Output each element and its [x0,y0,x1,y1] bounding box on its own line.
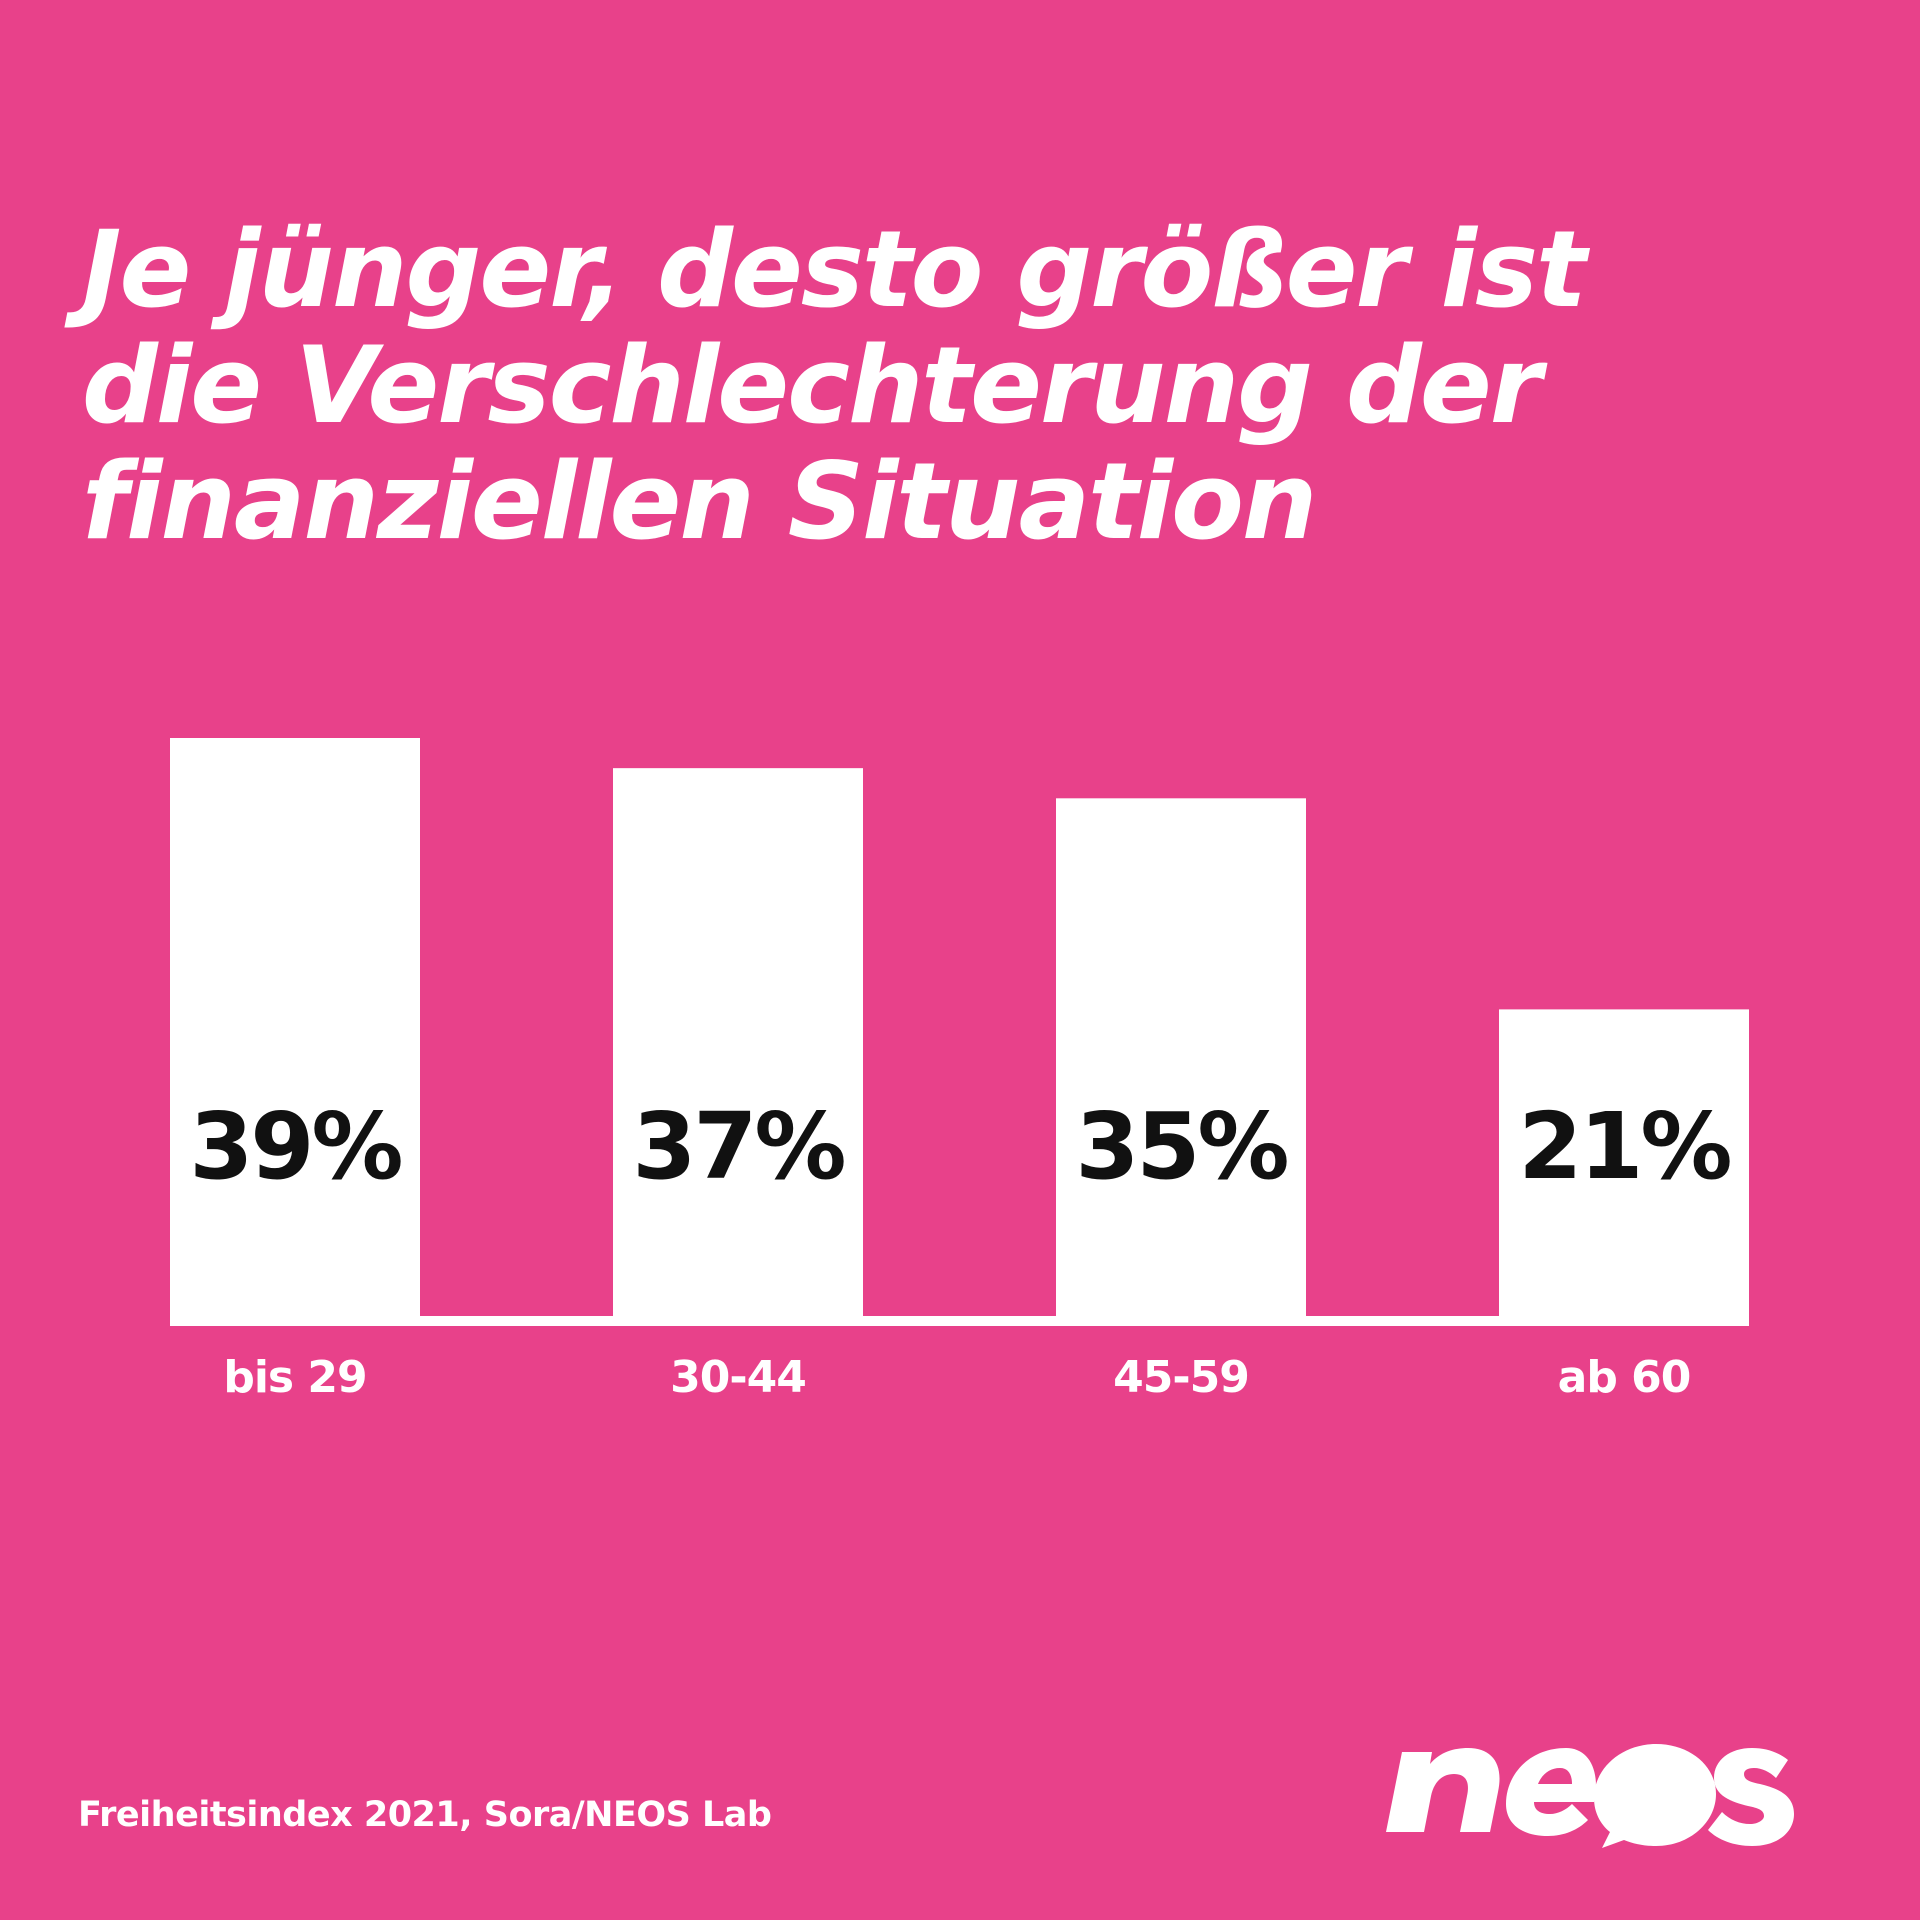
chart-title-line-2: die Verschlechterung der [82,324,1542,447]
neos-logo-icon [1386,1744,1794,1848]
bar-value-label-0: 39% [189,1093,401,1200]
bar-1 [613,768,863,1326]
bar-value-label-1: 37% [632,1093,844,1200]
bar-2 [1056,798,1306,1326]
x-tick-label-1: 30-44 [670,1352,806,1403]
x-tick-label-2: 45-59 [1113,1352,1249,1403]
x-tick-label-0: bis 29 [223,1352,366,1403]
bar-0 [170,738,420,1326]
chart-title-line-1: Je jünger, desto größer ist [82,208,1587,331]
x-axis-baseline [170,1316,1749,1326]
chart-title: Je jünger, desto größer ist die Verschle… [82,212,1842,560]
chart-title-line-3: finanziellen Situation [82,440,1317,563]
source-note: Freiheitsindex 2021, Sora/NEOS Lab [78,1795,772,1835]
neos-logo: neos [1380,1700,1840,1850]
bar-value-label-2: 35% [1075,1093,1287,1200]
x-tick-label-3: ab 60 [1558,1352,1691,1403]
bar-value-label-3: 21% [1518,1093,1730,1200]
bar-3 [1499,1009,1749,1326]
